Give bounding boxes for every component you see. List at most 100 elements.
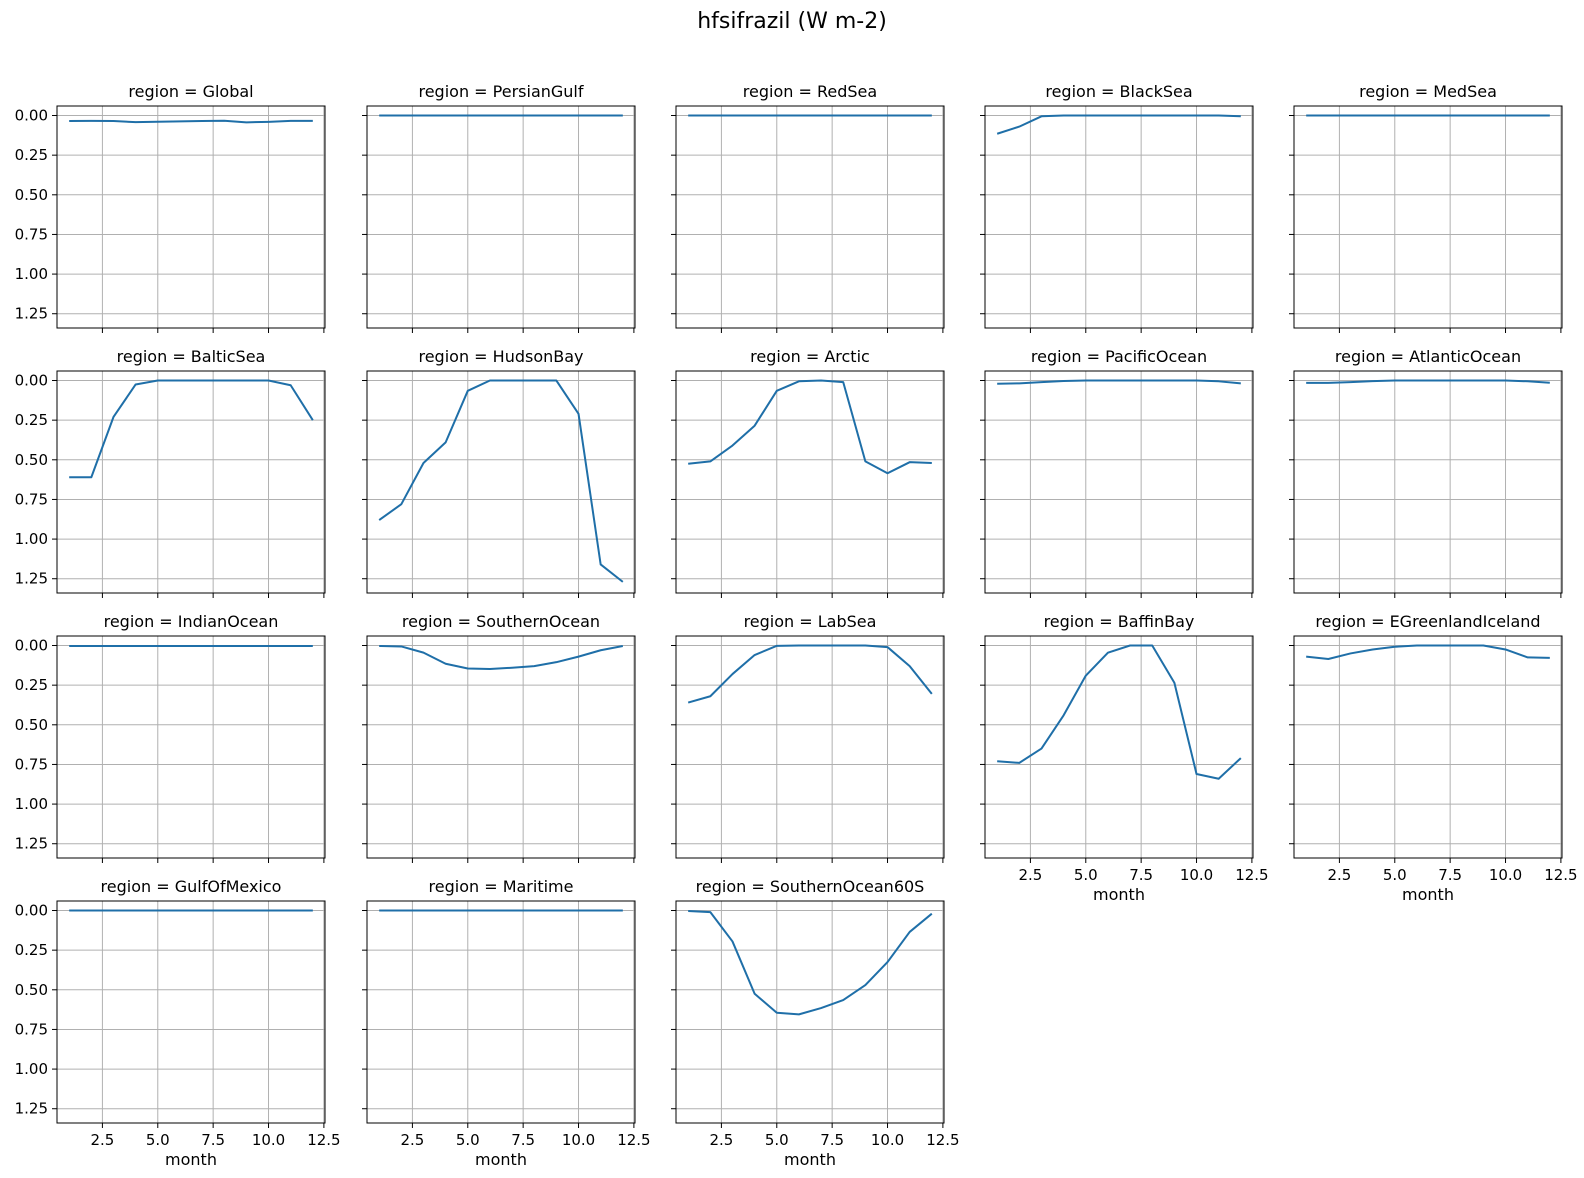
y-tick-label: 0.00 [15,637,48,655]
series-line [687,644,933,704]
y-tick-label: 1.25 [15,1100,48,1118]
y-tick-label: 0.50 [15,716,48,734]
x-tick-label: 7.5 [820,1131,844,1149]
panels-grid: region = Global0.000.250.500.751.001.25r… [15,82,1578,1169]
y-tick-label: 1.25 [15,835,48,853]
panel-title: region = GulfOfMexico [101,877,282,896]
figure-title: hfsifrazil (W m-2) [697,9,887,34]
series-line [69,379,314,479]
axes-frame [56,105,326,329]
series-line [688,379,932,475]
series-line [996,114,1241,135]
panel-title: region = Global [128,82,253,101]
axes-frame [56,900,326,1124]
panel-title: region = BlackSea [1045,82,1192,101]
panel-title: region = Arctic [750,347,870,366]
x-tick-label: 10.0 [1180,866,1213,884]
panel-egreenlandiceland: region = EGreenlandIceland 2.5 5.0 7.5 10.0 1… [1289,612,1578,904]
y-tick-label: 0.75 [15,490,48,508]
panel-global: region = Global 0.00 0.25 0.50 0.75 1.00 1.25 [15,82,326,333]
x-tick-label: 12.5 [926,1131,959,1149]
x-tick-label: 5.0 [1074,866,1098,884]
x-axis-label: month [1093,885,1145,904]
y-tick-label: 0.00 [15,372,48,390]
y-tick-label: 1.25 [15,570,48,588]
x-tick-label: 2.5 [400,1131,424,1149]
y-tick-label: 0.25 [15,411,48,429]
axes-frame [56,635,326,859]
x-tick-label: 10.0 [1489,866,1522,884]
x-tick-label: 2.5 [709,1131,733,1149]
y-tick-label: 0.75 [15,755,48,773]
x-tick-label: 10.0 [252,1131,285,1149]
series-line [379,644,624,670]
axes-frame [366,105,636,329]
panel-title: region = SouthernOcean [402,612,600,631]
panel-atlanticocean: region = AtlanticOcean [1289,347,1563,598]
panel-title: region = LabSea [744,612,877,631]
axes-frame [56,370,326,594]
y-tick-label: 0.50 [15,186,48,204]
axes-frame [675,370,945,594]
axes-frame [984,370,1254,594]
panel-title: region = Maritime [429,877,574,896]
panel-title: region = HudsonBay [418,347,583,366]
panel-indianocean: region = IndianOcean 0.00 0.25 0.50 0.75 1.00… [15,612,326,863]
axes-frame [1293,105,1563,329]
panel-title: region = BalticSea [117,347,266,366]
x-tick-label: 10.0 [871,1131,904,1149]
panel-arctic: region = Arctic [671,347,945,598]
panel-gulfofmexico: region = GulfOfMexico 0.00 0.25 0.50 0.75 1.0… [15,877,341,1169]
x-tick-label: 12.5 [307,1131,340,1149]
panel-title: region = BaffinBay [1044,612,1195,631]
x-tick-label: 5.0 [1383,866,1407,884]
y-tick-label: 0.25 [15,676,48,694]
panel-southernocean60s: region = SouthernOcean60S 2.5 5.0 7.5 10.0 12… [671,877,960,1169]
series-line [69,119,313,124]
axes-frame [675,635,945,859]
panel-blacksea: region = BlackSea [980,82,1254,333]
y-tick-label: 1.00 [15,265,48,283]
x-tick-label: 7.5 [1438,866,1462,884]
y-tick-label: 1.25 [15,305,48,323]
series-line [997,644,1242,780]
panel-title: region = PacificOcean [1031,347,1207,366]
y-tick-label: 0.25 [15,941,48,959]
panel-title: region = SouthernOcean60S [696,877,925,896]
x-axis-label: month [784,1150,836,1169]
axes-frame [675,105,945,329]
panel-medsea: region = MedSea [1289,82,1563,333]
y-tick-label: 1.00 [15,1060,48,1078]
axes-frame [675,900,945,1124]
x-tick-label: 2.5 [90,1131,114,1149]
series-line [378,379,624,583]
x-tick-label: 7.5 [511,1131,535,1149]
panel-southernocean: region = SouthernOcean [362,612,636,863]
y-tick-label: 0.50 [15,981,48,999]
x-tick-label: 5.0 [765,1131,789,1149]
series-line [997,379,1241,385]
y-tick-label: 1.00 [15,530,48,548]
x-tick-label: 12.5 [1544,866,1577,884]
panel-title: region = PersianGulf [418,82,583,101]
panel-hudsonbay: region = HudsonBay [362,347,636,598]
axes-frame [1293,635,1563,859]
x-tick-label: 2.5 [1018,866,1042,884]
y-tick-label: 0.50 [15,451,48,469]
x-axis-label: month [475,1150,527,1169]
x-tick-label: 5.0 [146,1131,170,1149]
x-axis-label: month [165,1150,217,1169]
axes-frame [366,370,636,594]
y-tick-label: 1.00 [15,795,48,813]
y-tick-label: 0.00 [15,107,48,125]
axes-frame [984,635,1254,859]
x-tick-label: 2.5 [1327,866,1351,884]
panel-baffinbay: region = BaffinBay 2.5 5.0 7.5 10.0 12.5 month [980,612,1269,904]
panel-title: region = RedSea [743,82,877,101]
x-axis-label: month [1402,885,1454,904]
x-tick-label: 7.5 [1129,866,1153,884]
panel-title: region = AtlanticOcean [1335,347,1521,366]
y-tick-label: 0.25 [15,146,48,164]
x-tick-label: 10.0 [562,1131,595,1149]
y-tick-label: 0.75 [15,225,48,243]
